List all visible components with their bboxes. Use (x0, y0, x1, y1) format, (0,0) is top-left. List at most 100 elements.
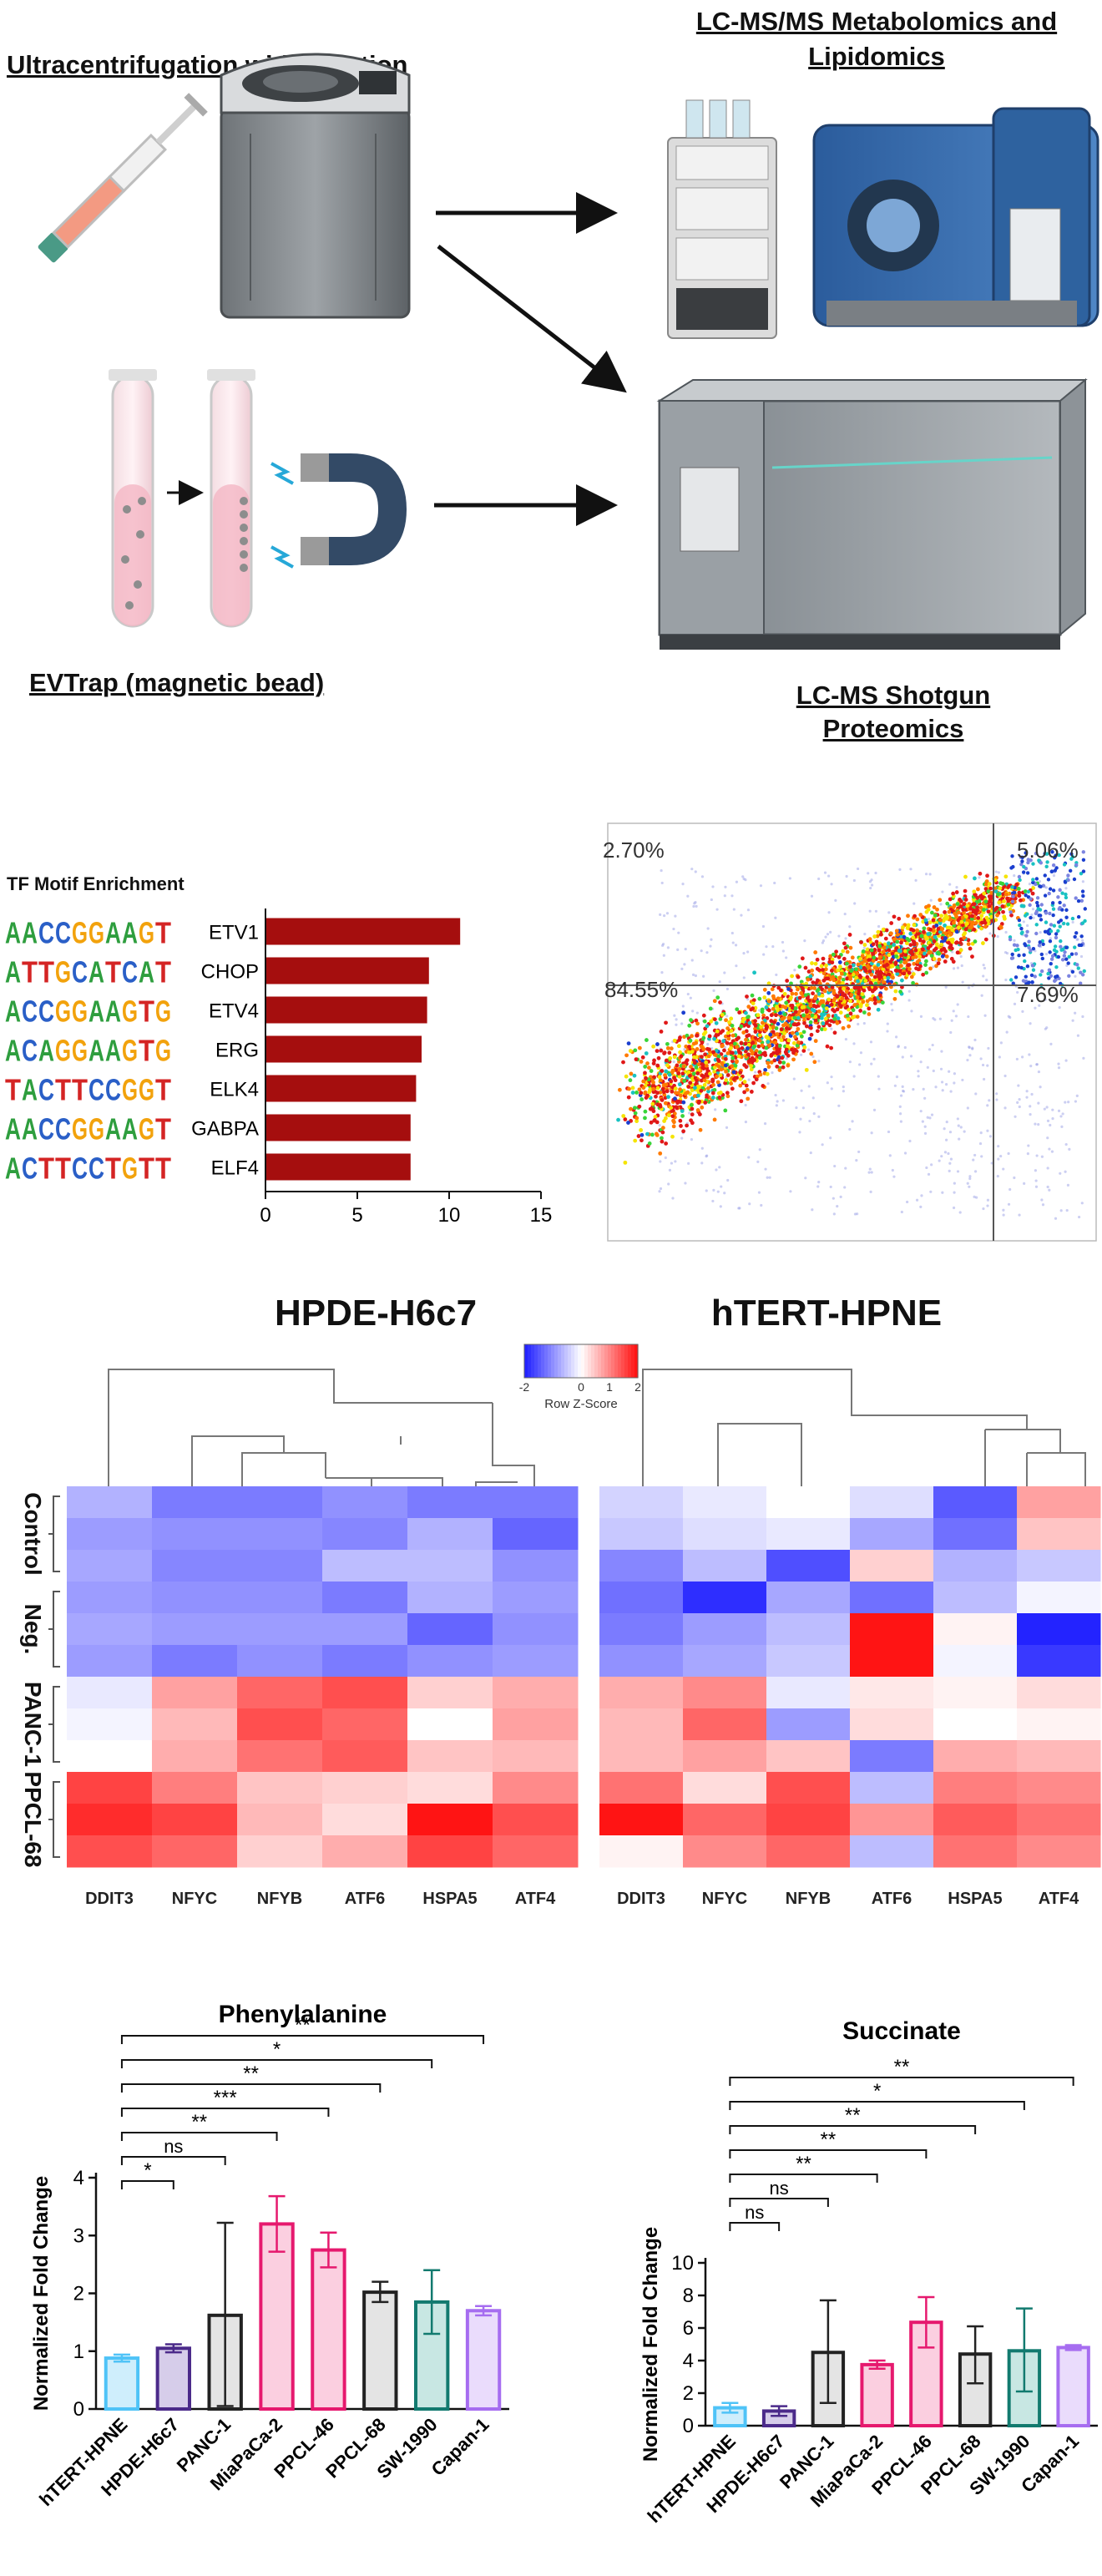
color-key-step (551, 1344, 555, 1378)
heatmap-left-dendrogram (108, 1369, 535, 1486)
heatmap-right-cell (683, 1804, 767, 1836)
motif-logo-letter: G (55, 1034, 71, 1068)
chart-significance-label: ns (164, 2136, 183, 2157)
chart-significance-label: * (144, 2159, 151, 2182)
heatmap-right-title: hTERT-HPNE (710, 1293, 943, 1334)
heatmap-left-cell (322, 1740, 408, 1773)
heatmap-left-cell (493, 1486, 579, 1519)
chart-significance-bracket (120, 2108, 330, 2117)
chart-y-tick-label: 0 (73, 2398, 84, 2421)
quadrant-lower-left: 84.55% (604, 977, 679, 1002)
chart-y-tick-label: 6 (683, 2317, 694, 2340)
color-key-step (554, 1344, 559, 1378)
tf-bar-erg (265, 1035, 422, 1063)
color-key-frame (523, 1344, 639, 1379)
heatmap-left-cell (322, 1486, 408, 1519)
motif-logo-letter: T (139, 1034, 154, 1068)
heatmap-left-cell (67, 1645, 153, 1678)
ultracentrifuge-icon (220, 53, 411, 319)
motif-logo-letter: T (5, 1073, 21, 1107)
heatmap-right-cell (599, 1486, 684, 1519)
chart-x-tick-label: hTERT-HPNE (35, 2414, 131, 2510)
chart-significance-bracket (729, 2174, 878, 2183)
motif-logo-letter: T (155, 1073, 171, 1107)
heatmap-left-cell (322, 1835, 408, 1868)
chart-title: Phenylalanine (219, 2001, 387, 2028)
heatmap-left-cell (67, 1708, 153, 1741)
heatmap-right-column-label: DDIT3 (617, 1890, 665, 1908)
heatmap-left-cell (152, 1613, 238, 1646)
motif-logo-letter: G (72, 916, 88, 950)
motif-logo-letter: T (38, 955, 54, 989)
color-key-step (631, 1344, 635, 1378)
heatmap-left-cell (67, 1740, 153, 1773)
motif-logo-letter: T (155, 1112, 171, 1146)
motif-logo-letter: C (22, 1034, 38, 1068)
color-key-step (621, 1344, 625, 1378)
color-key-step (634, 1344, 639, 1378)
heatmap-left-cell (237, 1518, 323, 1551)
color-key-step (541, 1344, 545, 1378)
motif-logo-letter: A (88, 1034, 104, 1068)
heatmap-row-group-label: Control (20, 1492, 46, 1576)
heatmap-right-cell (1017, 1677, 1101, 1709)
heatmap-right-cell (850, 1518, 934, 1551)
motif-logo-letter: C (88, 1073, 104, 1107)
chart-y-tick-label: 1 (73, 2341, 84, 2363)
tf-bar-elf4 (265, 1153, 411, 1181)
heatmap-right-cell (850, 1804, 934, 1836)
heatmap-right-cell (850, 1677, 934, 1709)
heatmap-right-column-label: NFYB (786, 1890, 831, 1908)
motif-logo-letter: A (5, 994, 21, 1029)
heatmap-right-cell (683, 1518, 767, 1551)
motif-logo-letter: A (88, 994, 104, 1029)
color-key-tick: 1 (606, 1380, 613, 1394)
tf-x-tick-label: 0 (260, 1204, 270, 1227)
color-key-step (591, 1344, 595, 1378)
heatmap-right-cell (599, 1677, 684, 1709)
chart-significance-bracket (120, 2132, 278, 2141)
motif-logo-letter: G (155, 1034, 171, 1068)
heatmap-right-cell (933, 1486, 1018, 1519)
motif-logo-letter: T (155, 1151, 171, 1186)
heatmap-left-cell (493, 1613, 579, 1646)
heatmap-color-key: -2 0 1 2 Row Z-Score (519, 1344, 641, 1411)
chart-significance-label: * (873, 2080, 881, 2103)
heatmap-left-cell (322, 1708, 408, 1741)
chart-y-tick-label: 0 (683, 2415, 694, 2437)
heatmap-left-cell (237, 1772, 323, 1804)
heatmap-left-column-label: ATF6 (345, 1890, 386, 1908)
motif-logo-letter: A (22, 1073, 38, 1107)
heatmap-left-title: HPDE-H6c7 (274, 1293, 478, 1334)
heatmap-left-column-label: NFYB (257, 1890, 302, 1908)
chart-significance-bracket (729, 2222, 781, 2231)
heatmap-right-cell (766, 1835, 851, 1868)
heatmap-right-column-label: HSPA5 (948, 1890, 1002, 1908)
heatmap-right-cell (1017, 1582, 1101, 1614)
chart-y-tick-label: 2 (683, 2382, 694, 2405)
heatmap-right-cell (850, 1613, 934, 1646)
mass-spectrometer-grey-icon (656, 377, 1088, 650)
chart-significance-label: ** (821, 2128, 837, 2151)
motif-logo-letter: C (22, 994, 38, 1029)
heatmap-right-cell (599, 1518, 684, 1551)
color-key-tick: 2 (634, 1380, 641, 1394)
heatmap-right-cell (1017, 1613, 1101, 1646)
motif-logo-letter: A (5, 916, 21, 950)
chart-y-tick-label: 4 (73, 2167, 84, 2189)
chart-significance-label: ns (745, 2202, 764, 2223)
tf-bar-chop (265, 957, 429, 984)
heatmap-left-cell (152, 1518, 238, 1551)
motif-logo-letter: T (105, 955, 121, 989)
chart-y-tick-label: 10 (671, 2252, 694, 2275)
motif-logo-letter: T (72, 1073, 88, 1107)
chart-bar (259, 2222, 295, 2411)
heatmap-right-cell (850, 1550, 934, 1582)
heatmap-right-cell (933, 1518, 1018, 1551)
tf-label-erg: ERG (215, 1040, 259, 1062)
motif-logo-letter: C (38, 994, 54, 1029)
color-key-step (558, 1344, 562, 1378)
chart-y-tick-label: 4 (683, 2350, 694, 2372)
motif-logo-letter: G (139, 916, 154, 950)
